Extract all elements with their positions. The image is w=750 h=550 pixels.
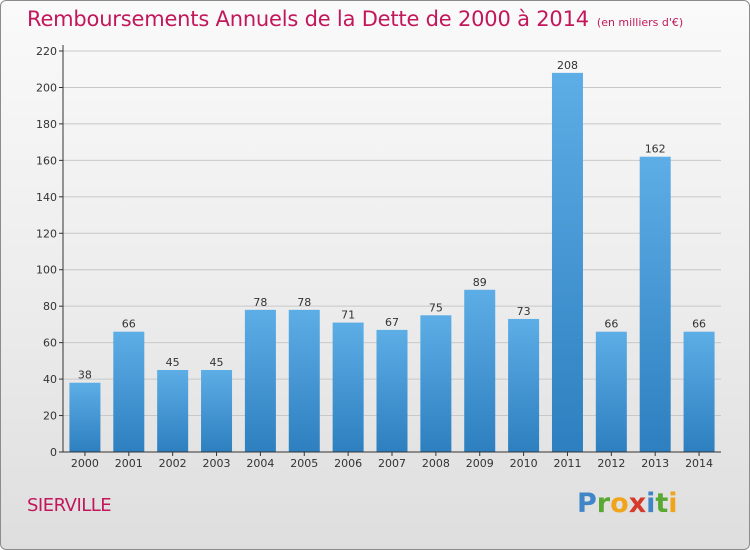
bar xyxy=(551,72,583,452)
x-tick-label: 2013 xyxy=(641,457,669,470)
logo-letter: r xyxy=(596,488,611,519)
x-tick-label: 2012 xyxy=(597,457,625,470)
proxiti-logo: Proxiti xyxy=(577,488,678,519)
bar xyxy=(201,369,233,452)
bar-value-label: 38 xyxy=(78,369,92,382)
bar-value-label: 73 xyxy=(517,305,531,318)
commune-name: SIERVILLE xyxy=(27,495,112,516)
logo-letter: P xyxy=(577,488,597,519)
x-tick-label: 2010 xyxy=(510,457,538,470)
y-tick-label: 220 xyxy=(36,45,57,58)
bar-value-label: 45 xyxy=(210,356,224,369)
bar xyxy=(464,289,496,452)
x-tick-label: 2006 xyxy=(334,457,362,470)
y-tick-label: 140 xyxy=(36,191,57,204)
y-tick-label: 120 xyxy=(36,227,57,240)
x-tick-label: 2000 xyxy=(71,457,99,470)
y-tick-label: 180 xyxy=(36,118,57,131)
x-tick-label: 2014 xyxy=(685,457,713,470)
x-tick-label: 2005 xyxy=(290,457,318,470)
chart-title-main: Remboursements Annuels de la Dette de 20… xyxy=(27,7,589,31)
bar xyxy=(332,322,364,452)
logo-letter: i xyxy=(646,488,656,519)
x-tick-label: 2011 xyxy=(553,457,581,470)
bar xyxy=(157,369,189,452)
y-tick-label: 100 xyxy=(36,264,57,277)
y-tick-label: 80 xyxy=(43,300,57,313)
bar-value-label: 71 xyxy=(341,309,355,322)
x-tick-label: 2007 xyxy=(378,457,406,470)
bar-value-label: 45 xyxy=(166,356,180,369)
logo-letter: i xyxy=(668,488,678,519)
bar xyxy=(639,156,671,452)
bars xyxy=(69,72,715,452)
bar xyxy=(69,382,101,452)
x-tick-label: 2002 xyxy=(159,457,187,470)
y-tick-label: 160 xyxy=(36,154,57,167)
bar xyxy=(420,315,452,452)
y-tick-label: 20 xyxy=(43,410,57,423)
bar-value-label: 67 xyxy=(385,316,399,329)
y-tick-label: 200 xyxy=(36,81,57,94)
bar xyxy=(244,309,276,452)
bar xyxy=(288,309,320,452)
bar xyxy=(595,331,627,452)
y-tick-label: 60 xyxy=(43,337,57,350)
x-tick-label: 2008 xyxy=(422,457,450,470)
logo-letter: x xyxy=(628,488,647,519)
bar-value-label: 66 xyxy=(604,318,618,331)
y-tick-label: 40 xyxy=(43,373,57,386)
bar-value-label: 75 xyxy=(429,301,443,314)
x-tick-label: 2009 xyxy=(466,457,494,470)
bar xyxy=(376,329,408,452)
labels: 0 20 40 60 80 100 120 140 160 180 200 220 38 2000 66 20… xyxy=(36,45,713,470)
bar xyxy=(683,331,715,452)
bar-value-label: 66 xyxy=(692,318,706,331)
x-tick-label: 2003 xyxy=(203,457,231,470)
chart-title: Remboursements Annuels de la Dette de 20… xyxy=(27,7,683,31)
logo-letter: t xyxy=(655,488,669,519)
x-tick-label: 2001 xyxy=(115,457,143,470)
bar-value-label: 78 xyxy=(297,296,311,309)
bar-value-label: 89 xyxy=(473,276,487,289)
logo-letter: o xyxy=(610,488,629,519)
bar xyxy=(113,331,145,452)
y-tick-label: 0 xyxy=(50,446,57,459)
axes xyxy=(59,45,721,456)
bar-value-label: 78 xyxy=(253,296,267,309)
bar-value-label: 66 xyxy=(122,318,136,331)
bar-value-label: 162 xyxy=(645,143,666,156)
chart-title-unit: (en milliers d'€) xyxy=(596,16,684,29)
bar xyxy=(508,318,540,452)
x-tick-label: 2004 xyxy=(246,457,274,470)
bar-value-label: 208 xyxy=(557,59,578,72)
